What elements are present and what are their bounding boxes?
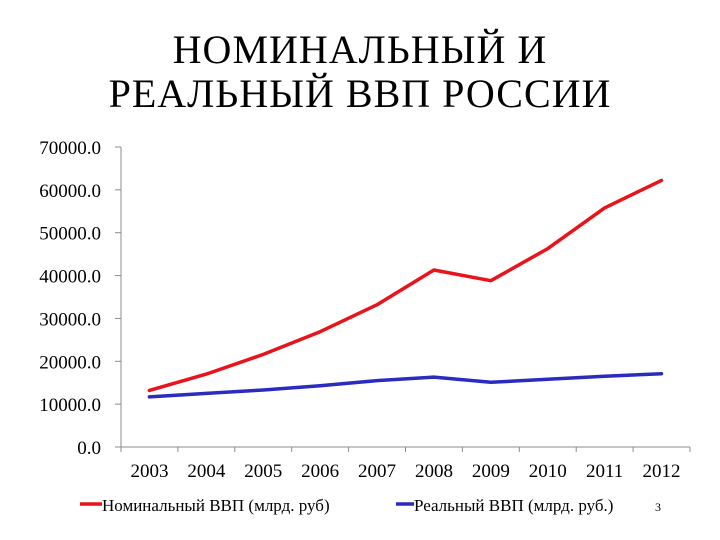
real-gdp-line (147, 371, 664, 399)
x-tick-label: 2004 (187, 461, 226, 482)
y-tick-label: 50000.0 (39, 224, 101, 245)
x-tick-label: 2006 (301, 461, 339, 482)
x-tick-label: 2003 (130, 461, 168, 482)
page-number: 3 (655, 500, 661, 514)
chart-title-line-2: РЕАЛЬНЫЙ ВВП РОССИИ (108, 71, 612, 116)
y-tick-label: 30000.0 (39, 309, 101, 330)
legend-label: Реальный ВВП (млрд. руб.) (414, 496, 613, 515)
y-axis-tick-labels: 0.0 10000.0 20000.0 30000.0 40000.0 50000.0 60… (39, 138, 101, 459)
x-tick-label: 2008 (415, 461, 453, 482)
x-axis-tick-labels: 2003 2004 2005 2006 2007 2008 2009 2010 2011 2012 (130, 461, 680, 482)
y-tick-label: 20000.0 (39, 352, 101, 373)
y-tick-label: 60000.0 (39, 181, 101, 202)
x-tick-label: 2011 (586, 461, 623, 482)
x-tick-label: 2005 (244, 461, 282, 482)
chart-axes (115, 146, 691, 452)
chart-title: НОМИНАЛЬНЫЙ И РЕАЛЬНЫЙ ВВП РОССИИ (0, 28, 720, 116)
legend-label: Номинальный ВВП (млрд. руб) (102, 496, 330, 515)
y-tick-label: 40000.0 (39, 267, 101, 288)
x-tick-label: 2010 (529, 461, 567, 482)
nominal-gdp-line (147, 178, 664, 393)
y-tick-label: 0.0 (77, 438, 101, 459)
x-tick-label: 2007 (358, 461, 396, 482)
y-tick-label: 10000.0 (39, 395, 101, 416)
chart-title-line-1: НОМИНАЛЬНЫЙ И (172, 27, 548, 72)
y-tick-label: 70000.0 (39, 138, 101, 159)
x-tick-label: 2009 (472, 461, 510, 482)
series-lines (147, 178, 664, 399)
legend: Номинальный ВВП (млрд. руб) Реальный ВВП … (80, 496, 613, 515)
x-tick-label: 2012 (643, 461, 681, 482)
